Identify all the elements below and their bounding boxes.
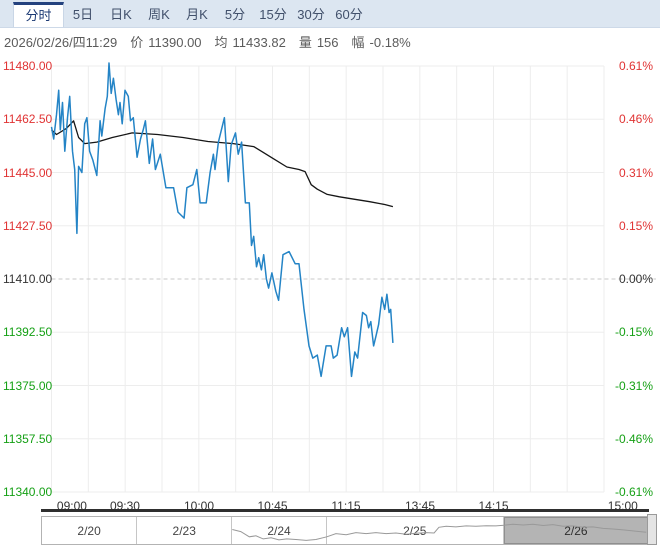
average-price-line <box>51 120 394 208</box>
price-line <box>50 62 394 378</box>
tab-30分[interactable]: 30分 <box>297 7 325 22</box>
tab-周K[interactable]: 周K <box>148 7 170 22</box>
percent-axis-label: 0.31% <box>618 165 653 180</box>
percent-axis-label: -0.31% <box>614 378 653 393</box>
percent-axis-label: 0.15% <box>618 218 653 233</box>
percent-axis-label: 0.00% <box>618 272 653 286</box>
navigator-day-2/20[interactable]: 2/20 <box>42 517 138 544</box>
tab-日K[interactable]: 日K <box>110 7 132 22</box>
price-axis-label: 11462.50 <box>3 112 53 127</box>
tab-月K[interactable]: 月K <box>186 7 208 22</box>
quote-average: 均 11433.82 <box>214 34 286 50</box>
quote-price: 价 11390.00 <box>130 34 202 50</box>
price-axis-label: 11410.00 <box>3 272 53 286</box>
percent-axis-label: -0.46% <box>614 431 653 446</box>
date-range-navigator: 2/20 2/23 2/24 2/25 2/26 <box>41 516 649 545</box>
percent-axis-label: -0.61% <box>614 485 653 499</box>
period-tabbar: 分时 5日 日K 周K 月K 5分 15分 30分 60分 <box>0 0 660 28</box>
tab-5分[interactable]: 5分 <box>224 7 246 22</box>
quote-datetime: 2026/02/26/四11:29 <box>4 34 118 50</box>
percent-axis-label: 0.46% <box>618 112 653 127</box>
tab-分时[interactable]: 分时 <box>13 2 64 27</box>
navigator-right-handle[interactable] <box>647 514 657 545</box>
price-axis-label: 11357.50 <box>3 431 53 446</box>
price-axis-label: 11340.00 <box>3 485 53 499</box>
tab-60分[interactable]: 60分 <box>335 7 363 22</box>
navigator-day-2/26[interactable]: 2/26 <box>503 517 648 544</box>
navigator-day-2/25[interactable]: 2/25 <box>327 517 504 544</box>
navigator-top-border <box>41 509 649 512</box>
percent-axis-label: -0.15% <box>614 325 653 340</box>
tab-5日[interactable]: 5日 <box>72 7 94 22</box>
price-axis-label: 11480.00 <box>3 59 53 73</box>
quote-change-percent: 幅 -0.18% <box>351 34 411 50</box>
tab-15分[interactable]: 15分 <box>259 7 287 22</box>
price-axis-label: 11445.00 <box>3 165 53 180</box>
percent-axis-label: 0.61% <box>618 59 653 73</box>
navigator-day-2/24[interactable]: 2/24 <box>232 517 327 544</box>
navigator-day-2/23[interactable]: 2/23 <box>137 517 233 544</box>
price-axis-label: 11392.50 <box>3 325 53 340</box>
quote-volume: 量 156 <box>298 34 339 50</box>
price-axis-label: 11375.00 <box>3 378 53 393</box>
price-axis-label: 11427.50 <box>3 218 53 233</box>
